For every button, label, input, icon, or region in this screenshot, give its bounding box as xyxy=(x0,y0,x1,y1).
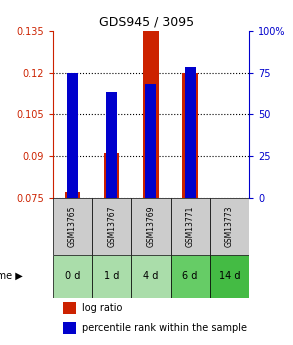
FancyBboxPatch shape xyxy=(92,255,131,298)
Bar xyxy=(182,73,198,198)
Bar xyxy=(104,153,120,198)
Text: GSM13765: GSM13765 xyxy=(68,206,77,247)
FancyBboxPatch shape xyxy=(53,198,92,255)
FancyBboxPatch shape xyxy=(210,198,249,255)
FancyBboxPatch shape xyxy=(171,255,210,298)
Text: 14 d: 14 d xyxy=(219,271,240,281)
Text: 6 d: 6 d xyxy=(183,271,198,281)
Bar xyxy=(106,92,117,198)
Bar xyxy=(63,302,76,314)
FancyBboxPatch shape xyxy=(53,255,92,298)
Bar xyxy=(145,84,156,198)
Bar xyxy=(185,67,196,198)
FancyBboxPatch shape xyxy=(131,198,171,255)
Text: percentile rank within the sample: percentile rank within the sample xyxy=(82,323,247,333)
Text: time ▶: time ▶ xyxy=(0,271,23,281)
Text: 1 d: 1 d xyxy=(104,271,119,281)
Text: GSM13771: GSM13771 xyxy=(186,206,195,247)
Bar xyxy=(143,31,159,198)
FancyBboxPatch shape xyxy=(210,255,249,298)
Bar xyxy=(67,73,78,198)
Text: GSM13773: GSM13773 xyxy=(225,206,234,247)
Text: 0 d: 0 d xyxy=(65,271,80,281)
Text: log ratio: log ratio xyxy=(82,303,122,313)
FancyBboxPatch shape xyxy=(131,255,171,298)
FancyBboxPatch shape xyxy=(92,198,131,255)
Bar xyxy=(64,192,80,198)
Text: 4 d: 4 d xyxy=(143,271,159,281)
Text: GSM13769: GSM13769 xyxy=(146,206,155,247)
Text: GDS945 / 3095: GDS945 / 3095 xyxy=(99,16,194,29)
FancyBboxPatch shape xyxy=(171,198,210,255)
Text: GSM13767: GSM13767 xyxy=(107,206,116,247)
Bar xyxy=(63,322,76,334)
